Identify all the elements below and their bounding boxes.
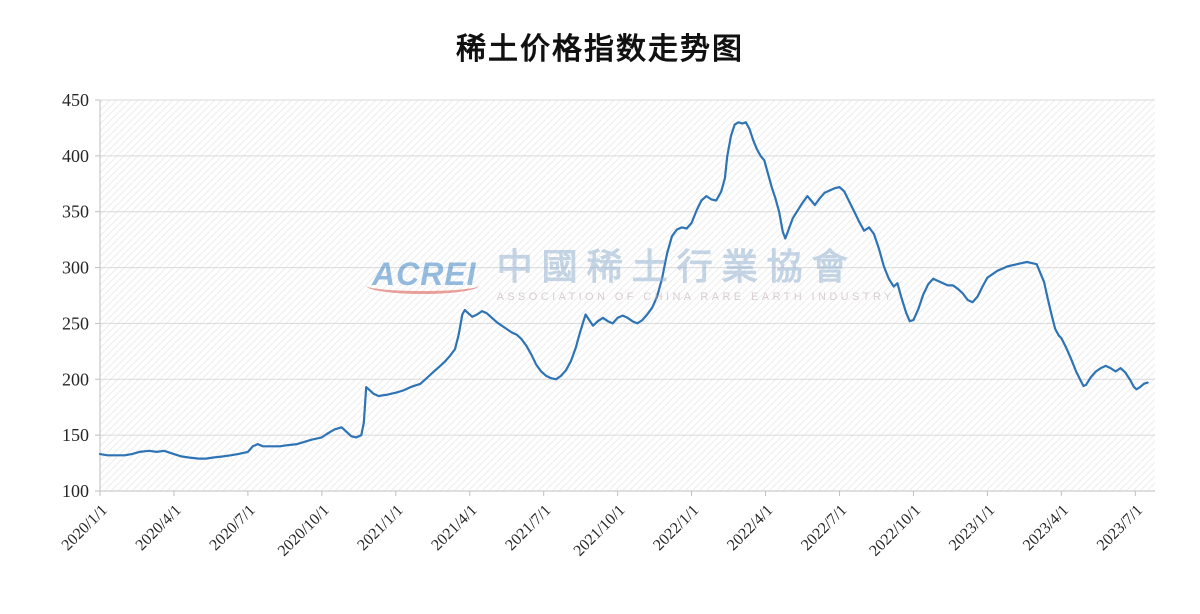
x-axis-tick-label: 2020/10/1 <box>275 502 333 560</box>
y-axis-tick-label: 450 <box>62 90 89 110</box>
price-index-line <box>98 121 1149 460</box>
x-axis-tick-label: 2021/4/1 <box>428 502 480 554</box>
x-axis-tick-label: 2020/7/1 <box>206 502 258 554</box>
x-axis-tick-label: 2021/1/1 <box>354 502 406 554</box>
y-axis-tick-label: 200 <box>62 369 89 389</box>
x-axis-tick-label: 2022/7/1 <box>798 502 850 554</box>
x-axis-tick-label: 2021/10/1 <box>571 502 629 560</box>
x-axis-tick-label: 2021/7/1 <box>502 502 554 554</box>
y-axis-tick-label: 300 <box>62 258 89 278</box>
y-axis-tick-label: 250 <box>62 313 89 333</box>
x-axis-tick-label: 2023/4/1 <box>1020 502 1072 554</box>
x-axis-tick-label: 2020/4/1 <box>133 502 185 554</box>
x-axis-tick-label: 2023/1/1 <box>946 502 998 554</box>
y-axis-tick-label: 400 <box>62 146 89 166</box>
y-axis-tick-label: 350 <box>62 202 89 222</box>
x-axis-tick-label: 2022/10/1 <box>866 502 924 560</box>
x-axis-tick-label: 2020/1/1 <box>59 502 111 554</box>
x-axis-tick-label: 2022/1/1 <box>650 502 702 554</box>
x-axis-tick-label: 2023/7/1 <box>1094 502 1146 554</box>
x-axis-tick-label: 2022/4/1 <box>724 502 776 554</box>
plot-background <box>100 100 1155 491</box>
y-axis-tick-label: 150 <box>62 425 89 445</box>
y-axis-tick-label: 100 <box>62 481 89 501</box>
chart-title: 稀土价格指数走势图 <box>456 32 744 67</box>
